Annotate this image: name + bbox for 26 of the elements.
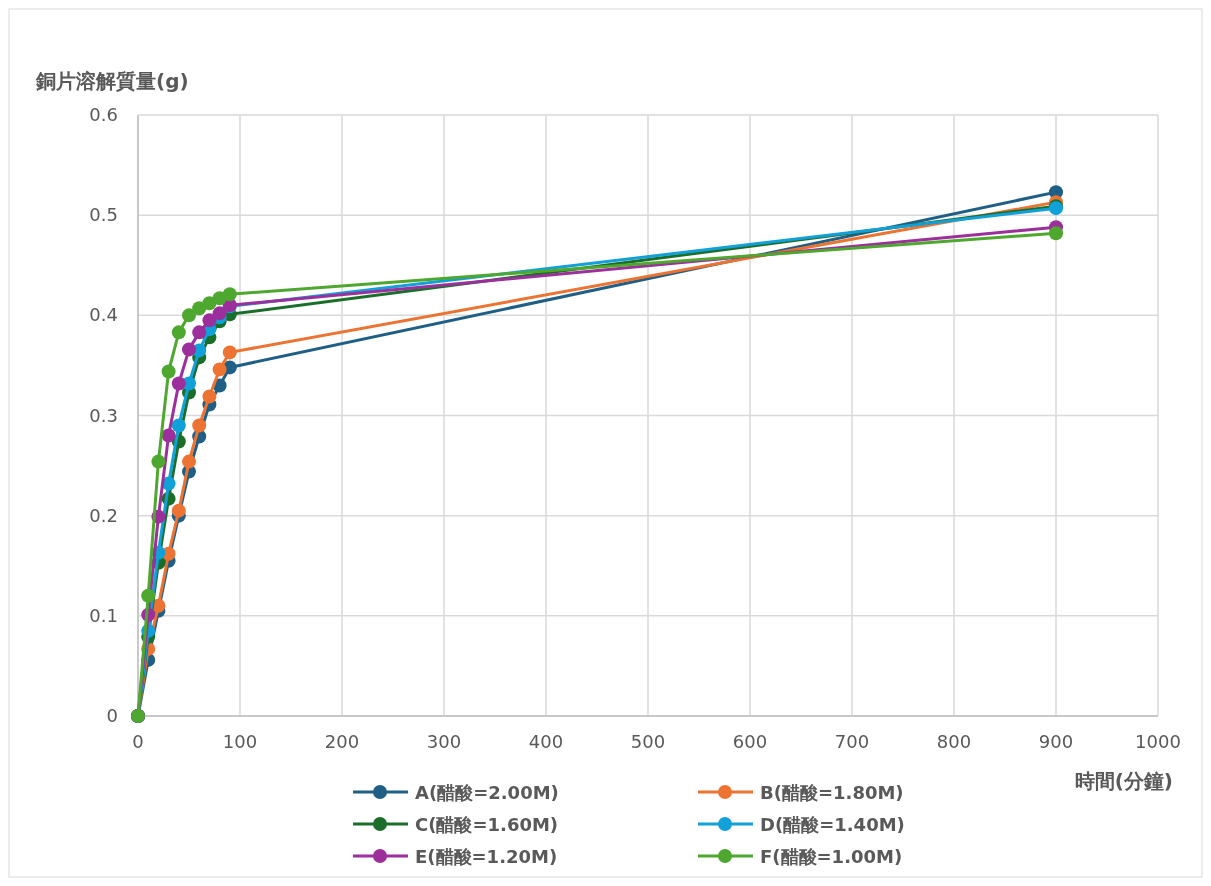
y-tick-label: 0.2	[89, 504, 118, 526]
x-tick-label: 500	[630, 731, 666, 752]
y-tick-label: 0.4	[89, 304, 118, 326]
x-tick-label: 600	[732, 731, 768, 752]
x-tick-label: 300	[426, 731, 462, 752]
x-tick-label: 1000	[1135, 731, 1181, 752]
x-tick-label: 800	[936, 731, 972, 752]
y-tick-label: 0.1	[89, 604, 118, 626]
x-tick-label: 700	[834, 731, 870, 752]
y-tick-label: 0.3	[89, 404, 118, 426]
legend-label: C(醋酸=1.60M)	[415, 814, 559, 835]
x-tick-label: 0	[132, 731, 144, 752]
legend-label: B(醋酸=1.80M)	[760, 782, 904, 803]
x-tick-label: 400	[528, 731, 564, 752]
y-tick-label: 0.5	[89, 204, 118, 226]
y-tick-label: 0	[106, 705, 118, 726]
x-tick-label: 200	[324, 731, 360, 752]
legend-label: D(醋酸=1.40M)	[760, 814, 905, 835]
legend-label: A(醋酸=2.00M)	[415, 782, 559, 803]
x-axis-title: 時間(分鐘)	[1074, 769, 1173, 793]
x-tick-label: 100	[222, 731, 258, 752]
y-tick-label: 0.6	[89, 104, 118, 125]
y-axis-title: 銅片溶解質量(g)	[35, 69, 189, 93]
legend-label: E(醋酸=1.20M)	[415, 846, 558, 867]
x-tick-label: 900	[1038, 731, 1074, 752]
legend-label: F(醋酸=1.00M)	[760, 846, 903, 867]
